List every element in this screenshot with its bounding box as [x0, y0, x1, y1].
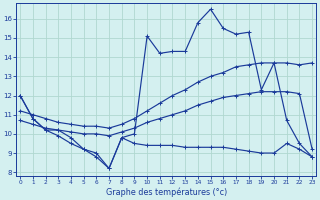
X-axis label: Graphe des températures (°c): Graphe des températures (°c): [106, 187, 227, 197]
